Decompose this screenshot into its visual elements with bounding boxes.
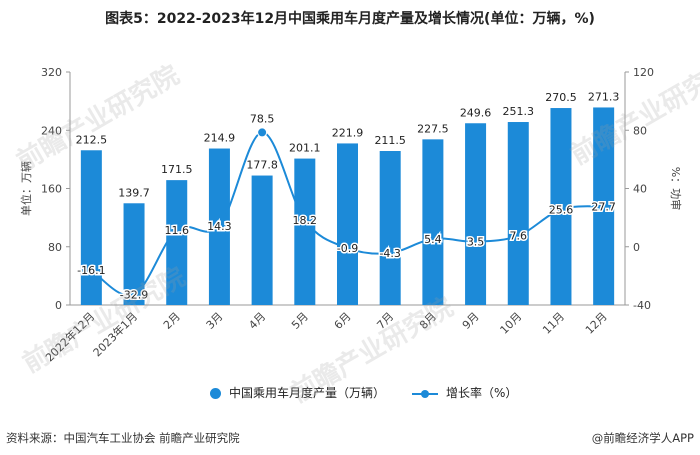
- legend-label-growth: 增长率（%）: [446, 386, 518, 400]
- bar-value-label: 251.3: [503, 105, 535, 118]
- bar-value-label: 177.8: [246, 159, 278, 172]
- bar: [550, 108, 572, 305]
- legend-bar-icon: [210, 388, 221, 399]
- x-tick-label: 10月: [498, 310, 525, 337]
- bar-value-label: 214.9: [204, 132, 236, 145]
- right-tick-label: -40: [633, 299, 651, 312]
- bar-value-label: 171.5: [161, 163, 193, 176]
- bar: [123, 203, 145, 305]
- bar-value-label: 201.1: [289, 142, 321, 155]
- brand-note: @前瞻经济学人APP: [591, 431, 694, 445]
- growth-line: [90, 131, 604, 297]
- x-tick-label: 12月: [583, 310, 610, 337]
- legend-item-production: 中国乘用车月度产量（万辆）: [210, 384, 385, 401]
- x-tick-label: 9月: [460, 310, 482, 332]
- growth-value-label: 25.6: [549, 203, 574, 216]
- bar-value-label: 221.9: [332, 126, 364, 139]
- right-tick-label: 120: [633, 66, 654, 79]
- x-tick-label: 6月: [332, 310, 354, 332]
- x-tick-label: 2023年1月: [90, 309, 140, 359]
- growth-value-label: 27.7: [591, 200, 616, 213]
- chart-canvas: 0 80 160 240 320 -40 0 40 80 120 单位：万辆 %：功审 212.5 139…: [19, 66, 683, 364]
- bar-value-label: 249.6: [460, 106, 492, 119]
- bar: [422, 139, 444, 305]
- bar: [251, 175, 273, 305]
- bar-value-label: 212.5: [76, 133, 108, 146]
- growth-value-label: -32.9: [120, 289, 148, 302]
- growth-value-label: -16.1: [77, 264, 105, 277]
- legend-line-icon: [412, 388, 438, 400]
- right-tick-label: 80: [633, 124, 647, 137]
- growth-peak-point: [257, 127, 268, 138]
- growth-value-label: 14.3: [207, 220, 232, 233]
- source-note: 资料来源：中国汽车工业协会 前瞻产业研究院: [6, 431, 240, 445]
- x-tick-label: 3月: [204, 310, 226, 332]
- bar-value-label: 211.5: [374, 134, 406, 147]
- left-tick-label: 320: [41, 66, 62, 79]
- growth-value-label: -0.9: [337, 242, 358, 255]
- bar-value-label: 227.5: [417, 122, 449, 135]
- chart-title: 图表5：2022-2023年12月中国乘用车月度产量及增长情况(单位：万辆，%): [105, 11, 595, 27]
- left-tick-label: 80: [48, 241, 62, 254]
- bar: [80, 150, 102, 305]
- growth-value-label: -4.3: [379, 247, 400, 260]
- left-tick-label: 240: [41, 124, 62, 137]
- bar: [166, 180, 188, 305]
- left-tick-label: 0: [55, 299, 62, 312]
- growth-value-label: 7.6: [510, 230, 528, 243]
- right-axis-title: %：功审: [669, 167, 683, 210]
- bar-value-label: 270.5: [545, 91, 577, 104]
- x-tick-label: 2月: [161, 310, 183, 332]
- growth-value-label: 5.4: [424, 233, 442, 246]
- legend-label-production: 中国乘用车月度产量（万辆）: [229, 386, 386, 400]
- x-tick-label: 7月: [374, 310, 396, 332]
- bar: [507, 122, 529, 305]
- x-tick-label: 11月: [540, 310, 567, 337]
- bar-value-label: 271.3: [588, 90, 620, 103]
- right-tick-label: 40: [633, 183, 647, 196]
- x-tick-label: 2022年12月: [42, 309, 97, 364]
- x-tick-label: 4月: [246, 310, 268, 332]
- bar: [294, 158, 316, 305]
- legend-item-growth: 增长率（%）: [412, 384, 517, 401]
- growth-value-label: 11.6: [164, 224, 189, 237]
- left-axis-title: 单位：万辆: [19, 161, 33, 216]
- growth-value-label: 3.5: [467, 236, 485, 249]
- right-tick-label: 0: [633, 241, 640, 254]
- left-tick-label: 160: [41, 183, 62, 196]
- bar: [465, 123, 487, 305]
- legend: 中国乘用车月度产量（万辆） 增长率（%）: [0, 384, 700, 404]
- bar: [337, 143, 358, 305]
- bar: [593, 107, 615, 305]
- bar: [379, 151, 401, 305]
- bar-value-label: 139.7: [118, 186, 150, 199]
- x-tick-label: 8月: [417, 310, 439, 332]
- growth-value-label: 18.2: [293, 214, 318, 227]
- x-tick-label: 5月: [289, 310, 311, 332]
- growth-value-label: 78.5: [250, 112, 275, 125]
